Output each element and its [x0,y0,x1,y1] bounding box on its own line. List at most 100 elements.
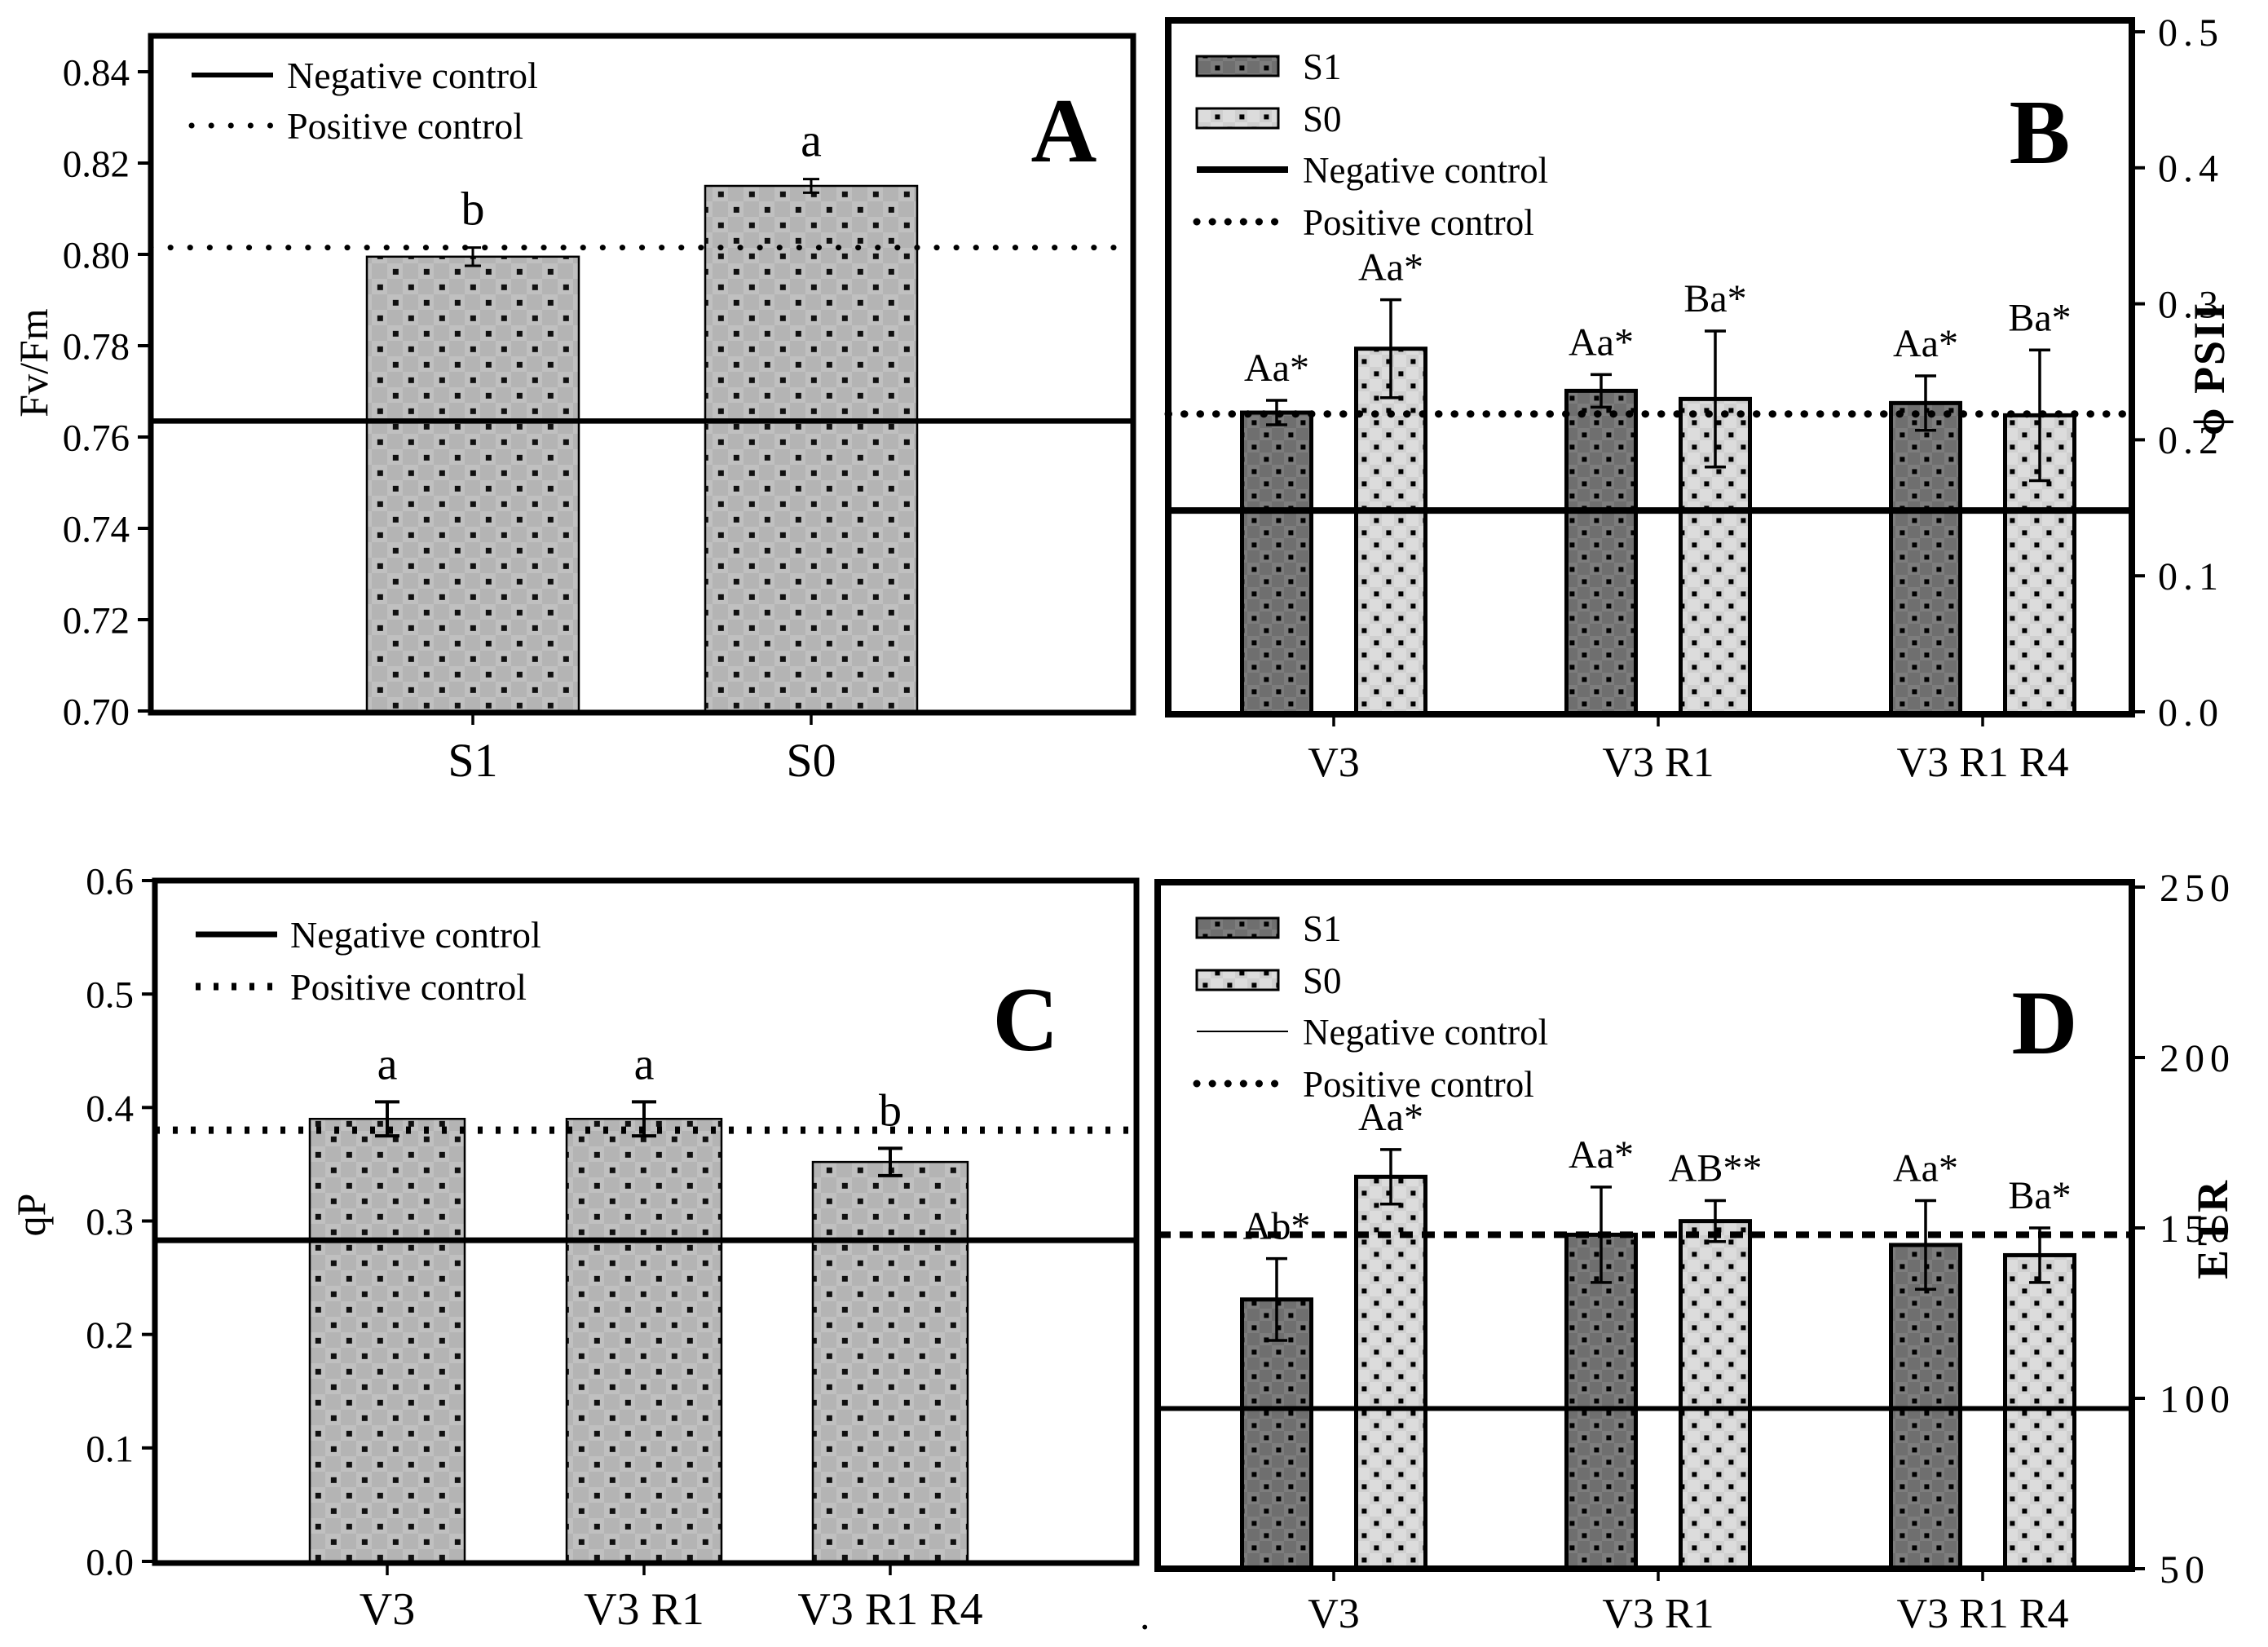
y-tick-label: 0.1 [86,1428,134,1470]
x-category-label: V3 R1 R4 [797,1584,982,1635]
x-category-label: V3 R1 R4 [1897,1591,2069,1637]
sig-label: AB** [1669,1147,1763,1190]
bar [1240,410,1313,717]
y-tick-label: 50 [2160,1548,2210,1592]
sig-label: a [377,1039,398,1089]
panel-D-etr-chart: Ab* Aa* Aa* AB** Aa* Ba* 50 100 150 200 250 V3 V3 R1… [1154,867,2237,1637]
sig-label: Ba* [1683,277,1746,320]
sig-label: Aa* [1569,1133,1634,1177]
panel-C-qp-chart: a ab0.00.10.20.30.40.50.6V3 V3 R1 V3 R1 R4q… [8,860,1140,1635]
error-bar [1915,374,1936,432]
y-axis-label: ETR [2188,1177,2237,1279]
bar [1564,388,1638,717]
bar [308,1118,466,1565]
sig-label: a [801,114,822,167]
error-bar [1591,373,1612,409]
bar [1564,1232,1638,1571]
y-tick-label: 0.80 [63,234,130,276]
y-axis-label: ϕ PSII [2185,302,2234,435]
bar [1889,400,1962,717]
legend-label: Negative control [290,914,541,956]
x-category-label: V3 R1 R4 [1897,740,2069,786]
y-tick-label: 0.3 [86,1201,134,1243]
x-category-label: V3 R1 [1602,740,1714,786]
y-tick-label: 0.1 [2158,555,2224,598]
legend-label: S1 [1303,908,1342,949]
stray-period: . [1140,1592,1150,1638]
y-tick-label: 0.3 [2158,283,2224,326]
y-tick-label: 0.70 [63,691,130,733]
panel-letter: B [2010,82,2071,183]
sig-label: Aa* [1358,1096,1423,1139]
bar [2003,1252,2076,1571]
legend-label: S0 [1303,99,1342,139]
sig-label: Aa* [1358,246,1423,289]
legend-label: S1 [1303,46,1342,87]
y-tick-label: 0.0 [2158,691,2224,735]
plot-box [1154,879,2135,1572]
y-axis-label: qP [8,1194,54,1237]
sig-label: Aa* [1893,1147,1958,1190]
error-bar [1915,1199,1936,1291]
sig-label: a [634,1039,655,1089]
sig-label: Aa* [1569,320,1634,364]
y-tick-label: 0.6 [86,860,134,903]
error-bar [1380,1148,1401,1206]
error-bar [1266,1256,1287,1342]
bar [1679,1219,1752,1571]
legend-label: Negative control [287,55,538,96]
legend-label: Negative control [1303,150,1548,191]
error-bar [803,178,819,194]
y-tick-label: 0.2 [86,1314,134,1357]
sig-label: Ab* [1243,1205,1311,1248]
y-tick-label: 0.2 [2158,419,2224,462]
error-bar [1705,329,1726,469]
panel-A-fvfm-chart: b a 0.70 0.72 0.74 0.76 0.78 0.80 0.82 0.84 S1 S0 Fv… [11,33,1136,787]
y-tick-label: 0.74 [63,508,130,550]
y-tick-label: 0.0 [86,1541,134,1583]
sig-label: Ba* [2008,1174,2071,1217]
sig-label: b [461,183,485,236]
x-category-label: V3 [360,1584,415,1635]
y-tick-label: 0.78 [63,325,130,368]
y-tick-label: 200 [2160,1037,2235,1080]
x-category-label: V3 R1 [584,1584,704,1635]
y-tick-label: 0.72 [63,599,130,642]
bar [565,1118,723,1565]
panel-letter: A [1031,81,1097,182]
sig-label: Aa* [1244,347,1309,390]
legend-label: Positive control [290,966,527,1008]
y-tick-label: 0.4 [2158,148,2224,191]
y-tick-label: 0.84 [63,51,130,94]
sig-label: Ba* [2008,296,2071,339]
panel-letter: C [993,969,1059,1071]
y-tick-label: 0.76 [63,417,130,459]
error-bar [375,1100,399,1138]
y-tick-label: 250 [2160,867,2235,910]
bar [704,184,919,714]
legend-label: S0 [1303,960,1342,1001]
y-tick-label: 0.82 [63,143,130,185]
y-tick-label: 0.5 [2158,11,2224,55]
plot-box [148,33,1136,716]
error-bar [1380,298,1401,400]
x-category-label: V3 [1308,1591,1360,1637]
legend-swatch-S0 [1195,107,1280,130]
legend-swatch-S0 [1195,969,1280,991]
panel-B-psii-chart: Aa* Aa* Aa* Ba* Aa* Ba* 0.0 0.1 0.2 0.3 0.4 0.5 V3 V3… [1164,11,2234,786]
bar [811,1160,969,1565]
panel-letter: D [2012,973,2078,1074]
x-category-label: V3 [1308,740,1360,786]
plot-box [1165,17,2135,718]
y-tick-label: 150 [2160,1208,2235,1251]
sig-label: Aa* [1893,322,1958,365]
legend: Negative control Positive control [188,55,538,147]
y-tick-label: 100 [2160,1378,2235,1421]
error-bar [878,1146,902,1177]
legend-label: Positive control [1303,202,1534,243]
legend: Negative control Positive control [196,914,541,1008]
legend-swatch-S1 [1195,55,1280,77]
legend: S1 S0 Negative control Positive control [1193,46,1548,243]
